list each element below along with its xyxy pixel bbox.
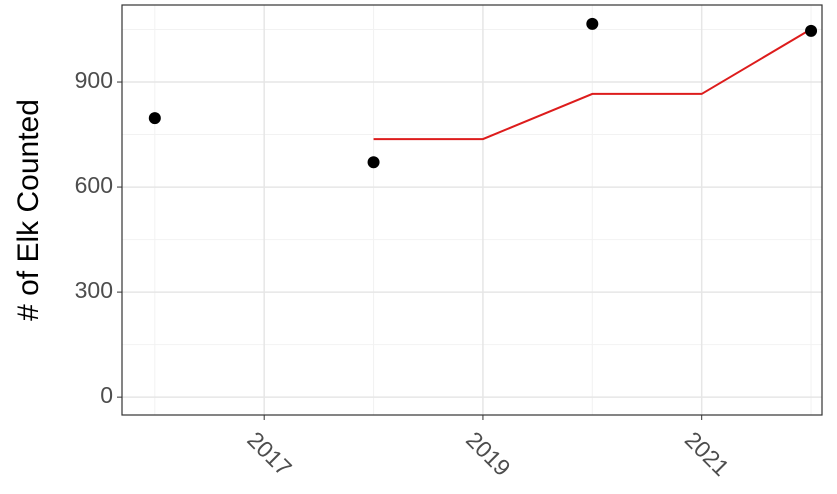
line bbox=[373, 28, 812, 141]
point bbox=[805, 24, 818, 37]
x-tick-label: 2021 bbox=[680, 426, 735, 481]
point bbox=[367, 156, 380, 169]
x-tick-label: 2017 bbox=[242, 426, 297, 481]
point bbox=[586, 17, 599, 30]
panel-border bbox=[121, 4, 823, 416]
y-axis-title: # of Elk Counted bbox=[12, 99, 45, 321]
y-tick-label: 600 bbox=[75, 172, 113, 198]
y-tick-label: 0 bbox=[100, 382, 113, 408]
point bbox=[148, 112, 161, 125]
y-tick-label: 900 bbox=[75, 67, 113, 93]
x-tick-label: 2019 bbox=[461, 426, 516, 481]
y-tick-label: 300 bbox=[75, 277, 113, 303]
